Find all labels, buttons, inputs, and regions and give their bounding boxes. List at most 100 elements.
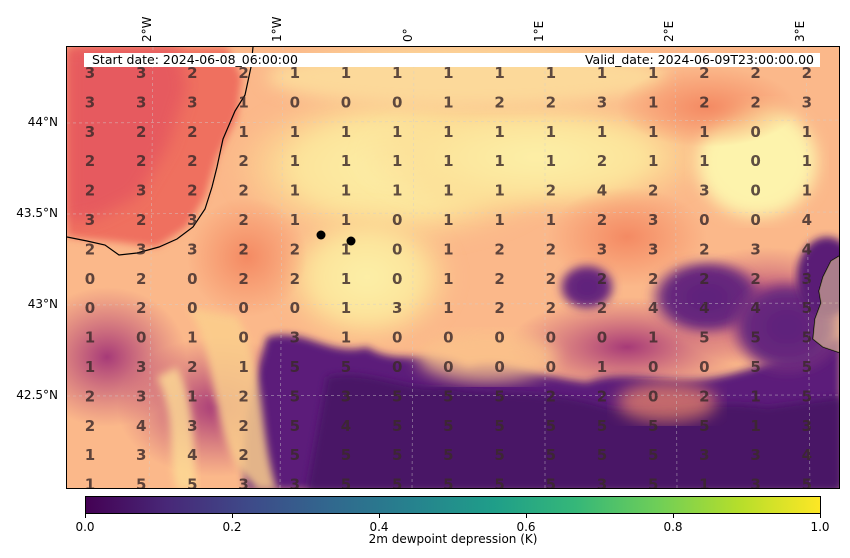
grid-value: 2 [136,299,146,317]
grid-value: 5 [699,417,709,435]
grid-value: 5 [802,299,812,317]
grid-value: 3 [85,64,95,82]
colorbar-tick-label: 0.0 [75,520,95,534]
grid-value: 0 [648,387,658,405]
grid-value: 1 [238,93,248,111]
grid-value: 0 [290,299,300,317]
grid-value: 4 [750,299,760,317]
grid-value: 1 [443,64,453,82]
grid-value: 0 [392,211,402,229]
lon-label-1e: 1°E [532,20,546,42]
grid-value: 2 [494,93,504,111]
grid-value: 1 [494,123,504,141]
grid-value: 3 [597,476,607,489]
grid-value: 1 [290,182,300,200]
grid-value: 2 [699,64,709,82]
grid-value: 0 [85,299,95,317]
grid-value: 2 [494,299,504,317]
grid-value: 0 [187,299,197,317]
grid-value: 3 [85,211,95,229]
lon-label-2w: 2°W [140,16,154,43]
grid-value: 3 [802,270,812,288]
colorbar-tick-mark [379,514,380,518]
grid-value: 1 [494,211,504,229]
grid-value: 5 [290,358,300,376]
grid-value: 5 [802,329,812,347]
grid-value: 1 [85,329,95,347]
grid-value: 4 [597,182,607,200]
lat-label-42-5n: 42.5°N [16,388,58,402]
grid-value: 1 [648,64,658,82]
grid-value: 3 [392,299,402,317]
colorbar-tick-mark [526,514,527,518]
grid-value: 3 [187,211,197,229]
grid-value: 1 [750,387,760,405]
grid-value: 1 [443,240,453,258]
grid-value: 3 [750,476,760,489]
grid-value: 5 [802,358,812,376]
grid-value: 5 [341,476,351,489]
grid-value: 1 [699,476,709,489]
grid-value: 2 [750,93,760,111]
grid-value: 2 [597,152,607,170]
map-panel[interactable]: 3 3 2 2 1 1 1 1 1 1 1 1 2 2 2 3 3 3 1 0 0 0 1 2 2 3 1 2 2 3 3 2 2 1 1 1 1 1 1 1… [66,46,840,489]
grid-value: 1 [546,64,556,82]
colorbar-tick-mark [820,514,821,518]
grid-value: 0 [341,93,351,111]
grid-value: 1 [494,64,504,82]
grid-value: 1 [546,123,556,141]
grid-value: 2 [238,182,248,200]
grid-value: 5 [546,417,556,435]
grid-value: 1 [290,211,300,229]
grid-value: 5 [597,446,607,464]
grid-value: 0 [750,152,760,170]
grid-value: 5 [802,387,812,405]
grid-value: 5 [392,446,402,464]
grid-value: 5 [750,358,760,376]
grid-value: 5 [443,446,453,464]
grid-value: 1 [443,93,453,111]
grid-value: 1 [85,446,95,464]
grid-value: 5 [392,417,402,435]
grid-value: 2 [546,299,556,317]
grid-value: 5 [443,387,453,405]
grid-value: 4 [802,211,812,229]
colorbar-tick-label: 0.4 [369,520,389,534]
grid-value: 2 [494,240,504,258]
grid-value: 3 [238,476,248,489]
grid-value: 2 [494,270,504,288]
grid-value: 2 [187,123,197,141]
grid-value: 3 [136,93,146,111]
grid-value: 3 [136,64,146,82]
grid-value: 1 [341,329,351,347]
colorbar-tick-mark [673,514,674,518]
grid-value: 2 [136,211,146,229]
grid-value: 5 [290,387,300,405]
colorbar-tick-label: 0.8 [663,520,683,534]
grid-value: 0 [443,329,453,347]
grid-value: 2 [238,64,248,82]
grid-value: 1 [392,123,402,141]
grid-value: 0 [290,93,300,111]
grid-value: 2 [238,270,248,288]
grid-value: 2 [238,417,248,435]
grid-value: 3 [136,182,146,200]
grid-value: 2 [136,270,146,288]
grid-value: 1 [238,123,248,141]
grid-value: 2 [597,387,607,405]
grid-value: 1 [699,123,709,141]
grid-value: 1 [392,182,402,200]
lat-label-44n: 44°N [27,115,58,129]
grid-value: 4 [699,299,709,317]
grid-value: 2 [187,358,197,376]
city-dot [346,236,356,246]
grid-value: 3 [802,93,812,111]
grid-value: 2 [546,182,556,200]
grid-value: 4 [648,299,658,317]
grid-value: 0 [699,358,709,376]
grid-value: 5 [494,476,504,489]
grid-value: 1 [648,152,658,170]
grid-value: 3 [187,93,197,111]
grid-value: 1 [290,152,300,170]
grid-value: 0 [187,270,197,288]
